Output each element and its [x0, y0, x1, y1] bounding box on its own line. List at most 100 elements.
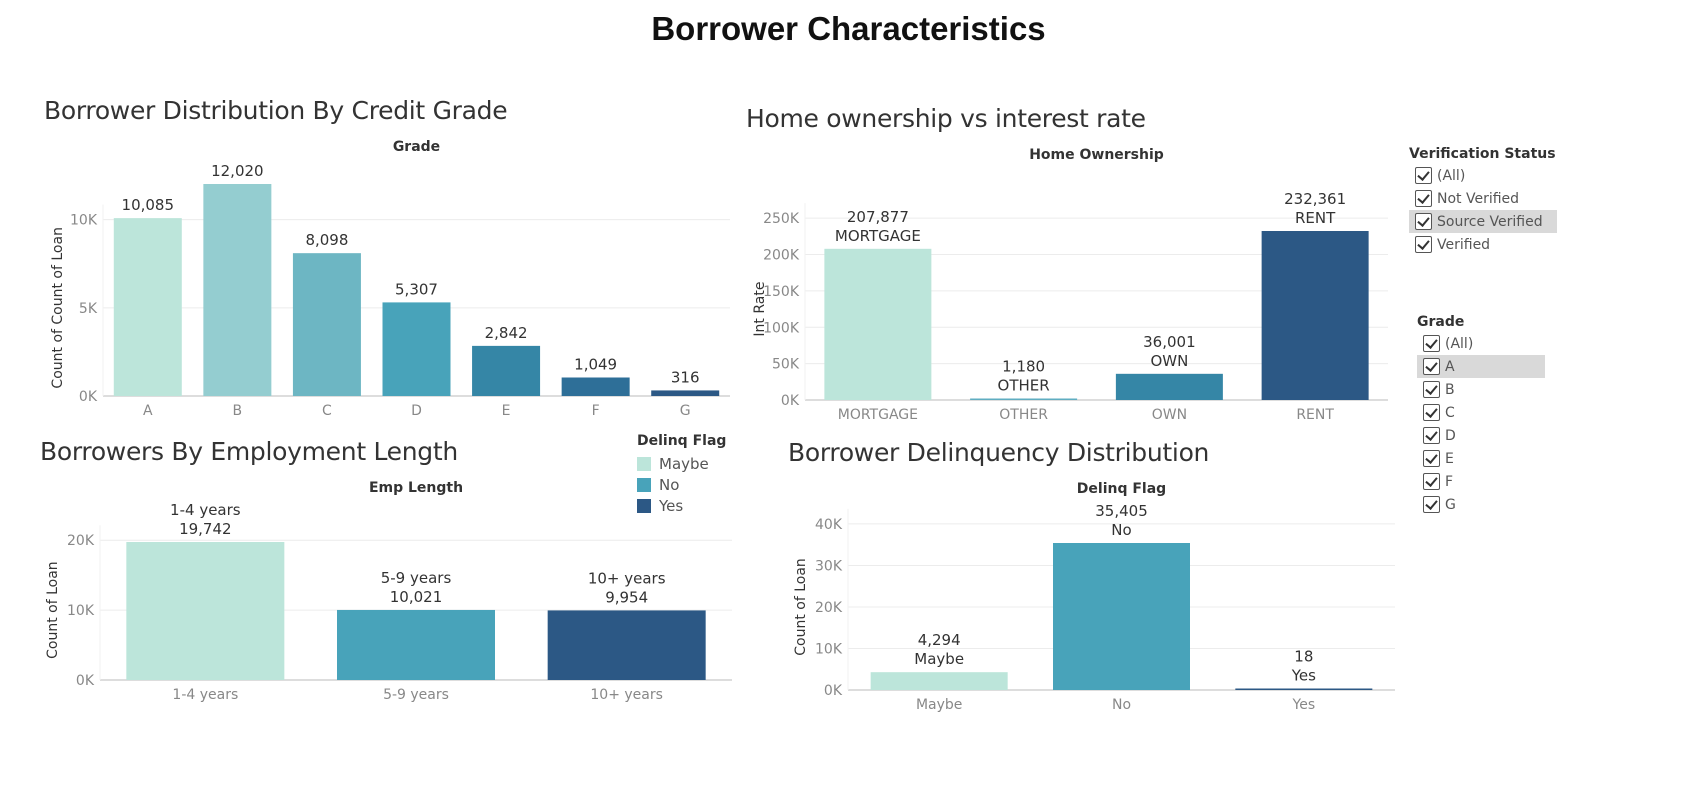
- bar-value-label: 207,877: [847, 208, 909, 226]
- grade-option-g[interactable]: G: [1417, 493, 1545, 516]
- bar-value-label: 9,954: [605, 588, 648, 606]
- chart-header: Grade: [393, 139, 440, 155]
- checkbox-checked-icon[interactable]: [1415, 213, 1432, 230]
- bar-d: [382, 302, 451, 396]
- bar-a: [113, 218, 182, 396]
- y-axis-label: Count of Loan: [45, 561, 61, 659]
- y-tick-label: 0K: [76, 673, 95, 689]
- bar-maybe: [870, 672, 1008, 690]
- grade-option-d[interactable]: D: [1417, 424, 1545, 447]
- verification-option-verified[interactable]: Verified: [1409, 233, 1557, 256]
- grade-option-all[interactable]: (All): [1417, 332, 1545, 355]
- bar-5-9-years: [337, 609, 495, 680]
- grade-option-c[interactable]: C: [1417, 401, 1545, 424]
- checkbox-checked-icon[interactable]: [1423, 404, 1440, 421]
- bar-category-label: Maybe: [914, 650, 964, 668]
- home-ownership-bar-chart: Home Ownership Int Rate 0K 50K 100K 150K 200K 2…: [752, 147, 1388, 423]
- home-chart-title: Home ownership vs interest rate: [746, 104, 1146, 133]
- delinq-chart-title: Borrower Delinquency Distribution: [788, 438, 1210, 467]
- x-tick-label: D: [411, 403, 422, 419]
- bar-rent: [1261, 231, 1369, 400]
- y-tick-label: 0K: [824, 683, 843, 699]
- chart-header: Emp Length: [369, 480, 463, 496]
- grade-option-e[interactable]: E: [1417, 447, 1545, 470]
- delinquency-bar-chart: Delinq Flag Count of Loan 0K 10K 20K 30K 40K 4,…: [793, 481, 1395, 713]
- legend-item-maybe[interactable]: Maybe: [637, 453, 726, 474]
- bar-mortgage: [824, 248, 932, 400]
- checkbox-checked-icon[interactable]: [1423, 335, 1440, 352]
- y-axis-label: Count of Count of Loan: [50, 227, 66, 389]
- verification-option-source-verified[interactable]: Source Verified: [1409, 210, 1557, 233]
- bar-value-label: 5,307: [395, 280, 438, 298]
- x-tick-label: F: [592, 403, 600, 419]
- checkbox-checked-icon[interactable]: [1423, 381, 1440, 398]
- legend-item-no[interactable]: No: [637, 474, 726, 495]
- bar-yes: [1235, 688, 1373, 690]
- option-label: C: [1445, 404, 1455, 421]
- checkbox-checked-icon[interactable]: [1415, 190, 1432, 207]
- delinq-flag-legend: Delinq Flag Maybe No Yes: [637, 433, 726, 516]
- y-tick-label: 100K: [763, 320, 800, 336]
- y-tick-label: 0K: [781, 393, 800, 409]
- y-tick-label: 10K: [815, 641, 843, 657]
- checkbox-checked-icon[interactable]: [1415, 236, 1432, 253]
- bar-category-label: RENT: [1295, 209, 1336, 227]
- bar-1-4-years: [126, 542, 285, 680]
- y-tick-label: 10K: [70, 213, 98, 229]
- x-tick-label: Maybe: [916, 697, 962, 713]
- x-tick-label: MORTGAGE: [838, 407, 918, 423]
- bar-value-label: 18: [1294, 648, 1313, 666]
- x-tick-label: A: [143, 403, 153, 419]
- checkbox-checked-icon[interactable]: [1415, 167, 1432, 184]
- y-tick-label: 250K: [763, 211, 800, 227]
- x-tick-label: E: [502, 403, 511, 419]
- legend-label: Yes: [659, 496, 684, 515]
- y-tick-label: 5K: [79, 301, 98, 317]
- bar-category-label: MORTGAGE: [835, 227, 921, 245]
- y-tick-label: 50K: [772, 357, 800, 373]
- bar-category-label: No: [1111, 521, 1131, 539]
- grade-filter: Grade (All) A B C D E F G: [1417, 314, 1545, 516]
- bar-value-label: 8,098: [305, 231, 348, 249]
- verification-option-not-verified[interactable]: Not Verified: [1409, 187, 1557, 210]
- bar-category-label: 10+ years: [588, 569, 666, 587]
- bar-value-label: 36,001: [1143, 333, 1196, 351]
- checkbox-checked-icon[interactable]: [1423, 427, 1440, 444]
- grade-option-f[interactable]: F: [1417, 470, 1545, 493]
- checkbox-checked-icon[interactable]: [1423, 450, 1440, 467]
- bar-c: [292, 253, 361, 396]
- y-tick-label: 20K: [67, 533, 95, 549]
- verification-option-all[interactable]: (All): [1409, 164, 1557, 187]
- grade-option-a[interactable]: A: [1417, 355, 1545, 378]
- x-tick-label: 10+ years: [590, 687, 663, 703]
- y-axis-label: Count of Loan: [793, 558, 809, 656]
- x-tick-label: Yes: [1292, 697, 1316, 713]
- checkbox-checked-icon[interactable]: [1423, 358, 1440, 375]
- bar-value-label: 232,361: [1284, 190, 1346, 208]
- bar-value-label: 316: [671, 368, 700, 386]
- x-tick-label: OTHER: [999, 407, 1048, 423]
- bar-value-label: 1,180: [1002, 358, 1045, 376]
- bar-value-label: 10,021: [390, 588, 443, 606]
- bar-category-label: 5-9 years: [381, 569, 452, 587]
- chart-header: Delinq Flag: [1077, 481, 1166, 497]
- legend-label: Maybe: [659, 454, 709, 473]
- chart-header: Home Ownership: [1029, 147, 1164, 163]
- checkbox-checked-icon[interactable]: [1423, 473, 1440, 490]
- y-axis-label: Int Rate: [752, 282, 768, 337]
- bar-value-label: 10,085: [122, 196, 175, 214]
- grade-option-b[interactable]: B: [1417, 378, 1545, 401]
- y-tick-label: 30K: [815, 558, 843, 574]
- checkbox-checked-icon[interactable]: [1423, 496, 1440, 513]
- y-tick-label: 40K: [815, 517, 843, 533]
- bar-value-label: 1,049: [574, 355, 617, 373]
- bar-f: [561, 377, 630, 396]
- option-label: B: [1445, 381, 1455, 398]
- bar-value-label: 4,294: [918, 631, 961, 649]
- bar-b: [203, 184, 272, 396]
- option-label: G: [1445, 496, 1456, 513]
- option-label: A: [1445, 358, 1455, 375]
- bar-category-label: Yes: [1291, 667, 1316, 685]
- legend-swatch-maybe: [637, 456, 651, 471]
- legend-item-yes[interactable]: Yes: [637, 495, 726, 516]
